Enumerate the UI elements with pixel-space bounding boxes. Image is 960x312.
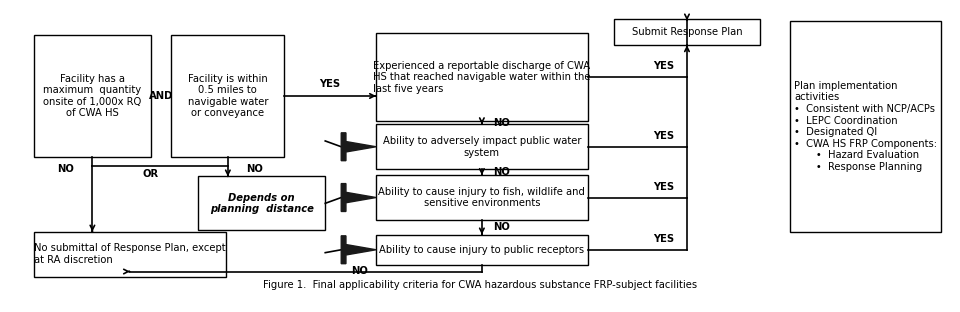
Text: Facility has a
maximum  quantity
onsite of 1,000x RQ
of CWA HS: Facility has a maximum quantity onsite o… [43,74,141,118]
Text: Ability to cause injury to public receptors: Ability to cause injury to public recept… [379,245,585,255]
Polygon shape [341,236,376,264]
Text: NO: NO [493,222,510,232]
Text: Ability to adversely impact public water
system: Ability to adversely impact public water… [383,136,581,158]
Text: Facility is within
0.5 miles to
navigable water
or conveyance: Facility is within 0.5 miles to navigabl… [187,74,268,118]
Text: AND: AND [149,91,174,101]
FancyBboxPatch shape [614,19,760,45]
FancyBboxPatch shape [376,175,588,220]
Text: Experienced a reportable discharge of CWA
HS that reached navigable water within: Experienced a reportable discharge of CW… [373,61,590,94]
FancyBboxPatch shape [376,124,588,169]
FancyBboxPatch shape [790,21,941,232]
Text: No submittal of Response Plan, except
at RA discretion: No submittal of Response Plan, except at… [35,243,226,265]
Text: NO: NO [350,266,368,276]
Text: Ability to cause injury to fish, wildlife and
sensitive environments: Ability to cause injury to fish, wildlif… [378,187,586,208]
Text: YES: YES [653,182,674,192]
Text: YES: YES [653,131,674,141]
Text: Submit Response Plan: Submit Response Plan [632,27,742,37]
Text: YES: YES [320,79,341,89]
Polygon shape [341,183,376,212]
FancyBboxPatch shape [172,35,284,157]
Text: NO: NO [246,163,263,173]
FancyBboxPatch shape [34,232,227,277]
Text: OR: OR [143,168,158,178]
Text: NO: NO [493,118,510,128]
Text: YES: YES [653,234,674,244]
Text: NO: NO [493,167,510,177]
FancyBboxPatch shape [34,35,151,157]
Text: Figure 1.  Final applicability criteria for CWA hazardous substance FRP-subject : Figure 1. Final applicability criteria f… [263,280,697,290]
Polygon shape [341,133,376,161]
Text: Depends on
planning  distance: Depends on planning distance [210,193,314,214]
FancyBboxPatch shape [376,33,588,121]
FancyBboxPatch shape [198,177,325,230]
Text: Plan implementation
activities
•  Consistent with NCP/ACPs
•  LEPC Coordination
: Plan implementation activities • Consist… [794,81,937,172]
FancyBboxPatch shape [376,235,588,265]
Text: NO: NO [58,163,75,173]
Text: YES: YES [653,61,674,71]
